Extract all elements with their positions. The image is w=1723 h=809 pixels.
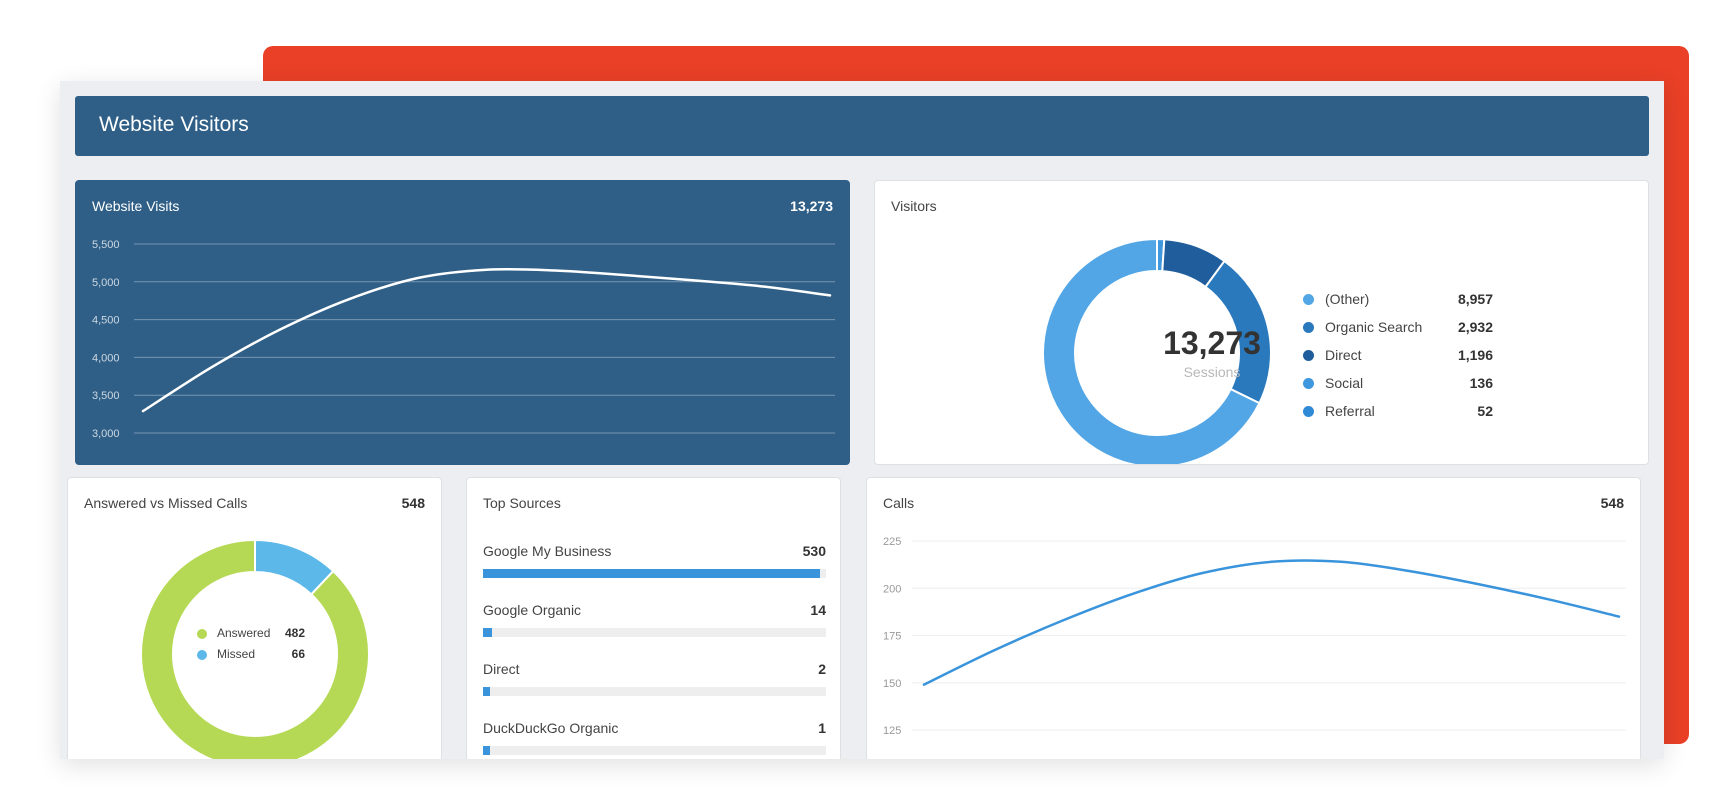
legend-value: 66 <box>291 647 305 661</box>
answered-missed-title: Answered vs Missed Calls <box>84 495 248 511</box>
y-tick-label: 4,500 <box>92 315 120 327</box>
dashboard-header: Website Visitors <box>75 96 1649 156</box>
calls-total: 548 <box>1600 495 1624 511</box>
slice-answered <box>140 538 370 759</box>
y-tick-label: 225 <box>883 536 901 548</box>
y-tick-label: 125 <box>883 725 901 737</box>
calls-panel: Calls 548 225 200 175 150 125 <box>866 477 1641 759</box>
dashboard: Website Visitors Website Visits 13,273 5… <box>60 81 1664 759</box>
legend-label: Answered <box>217 626 271 640</box>
legend-label: Referral <box>1325 403 1375 419</box>
legend-value: 2,932 <box>1457 319 1493 335</box>
legend-value: 1,196 <box>1457 347 1493 363</box>
y-tick-label: 3,000 <box>92 428 120 440</box>
series-line <box>922 559 1621 686</box>
source-bar-fill <box>483 569 820 578</box>
source-count: 14 <box>810 602 826 618</box>
legend-dot <box>1303 350 1314 361</box>
legend-item-missed[interactable]: Missed 66 <box>197 647 305 668</box>
source-bar-track <box>483 569 826 578</box>
source-name: Google Organic <box>483 602 582 618</box>
calls-title: Calls <box>883 495 915 511</box>
slice-other <box>1042 238 1261 464</box>
visitors-panel: Visitors 13,273 Sessions (Other) 8,957 O… <box>874 180 1649 465</box>
top-sources-title: Top Sources <box>483 495 561 511</box>
legend-item-organic-search[interactable]: Organic Search 2,932 <box>1303 319 1493 347</box>
legend-item-social[interactable]: Social 136 <box>1303 375 1493 403</box>
legend-label: (Other) <box>1325 291 1370 307</box>
answered-missed-panel: Answered vs Missed Calls 548 Answered 48… <box>67 477 442 759</box>
source-name: Google My Business <box>483 543 612 559</box>
source-name: Direct <box>483 661 520 677</box>
website-visits-title: Website Visits <box>92 198 180 214</box>
legend-item-direct[interactable]: Direct 1,196 <box>1303 347 1493 375</box>
visitors-title: Visitors <box>891 198 937 214</box>
legend-dot <box>197 629 207 639</box>
page-title: Website Visitors <box>99 113 249 136</box>
legend-dot <box>1303 294 1314 305</box>
visitors-center-value: 13,273 <box>1163 325 1261 361</box>
y-tick-label: 3,500 <box>92 390 120 402</box>
series-line <box>141 267 832 413</box>
answered-missed-donut-chart <box>140 538 370 759</box>
legend-label: Missed <box>217 647 256 661</box>
legend-dot <box>1303 378 1314 389</box>
source-count: 2 <box>818 661 826 677</box>
source-bar-track <box>483 628 826 637</box>
source-bar-fill <box>483 687 490 696</box>
top-sources-panel: Top Sources Google My Business 530 Googl… <box>466 477 841 759</box>
legend-label: Social <box>1325 375 1364 391</box>
website-visits-chart: 5,500 5,000 4,500 4,000 3,500 3,000 <box>92 239 835 440</box>
visitors-donut-chart <box>1042 238 1272 464</box>
legend-value: 482 <box>284 626 305 640</box>
legend-label: Organic Search <box>1325 319 1423 335</box>
legend-dot <box>1303 406 1314 417</box>
legend-value: 136 <box>1469 375 1493 391</box>
legend-dot <box>1303 322 1314 333</box>
legend-item-other[interactable]: (Other) 8,957 <box>1303 291 1493 319</box>
calls-chart: 225 200 175 150 125 <box>883 536 1626 737</box>
visitors-center-label: Sessions <box>1183 364 1241 380</box>
legend-value: 8,957 <box>1457 291 1493 307</box>
legend-item-referral[interactable]: Referral 52 <box>1303 403 1493 431</box>
source-bar-track <box>483 746 826 755</box>
source-bar-fill <box>483 628 492 637</box>
source-count: 1 <box>818 720 826 736</box>
website-visits-panel: Website Visits 13,273 5,500 5,000 4,500 4,0… <box>75 180 850 465</box>
legend-dot <box>197 650 207 660</box>
answered-missed-legend: Answered 482 Missed 66 <box>197 626 305 668</box>
y-tick-label: 5,000 <box>92 277 120 289</box>
y-tick-label: 4,000 <box>92 352 120 364</box>
y-tick-label: 150 <box>883 678 901 690</box>
answered-missed-total: 548 <box>401 495 425 511</box>
source-count: 530 <box>802 543 826 559</box>
legend-value: 52 <box>1477 403 1493 419</box>
y-tick-label: 5,500 <box>92 239 120 251</box>
y-tick-label: 200 <box>883 583 901 595</box>
legend-item-answered[interactable]: Answered 482 <box>197 626 305 647</box>
legend-label: Direct <box>1325 347 1362 363</box>
y-tick-label: 175 <box>883 631 901 643</box>
visitors-legend: (Other) 8,957 Organic Search 2,932 Direc… <box>1303 291 1493 431</box>
source-bar-track <box>483 687 826 696</box>
source-name: DuckDuckGo Organic <box>483 720 619 736</box>
website-visits-total: 13,273 <box>790 198 833 214</box>
source-bar-fill <box>483 746 490 755</box>
